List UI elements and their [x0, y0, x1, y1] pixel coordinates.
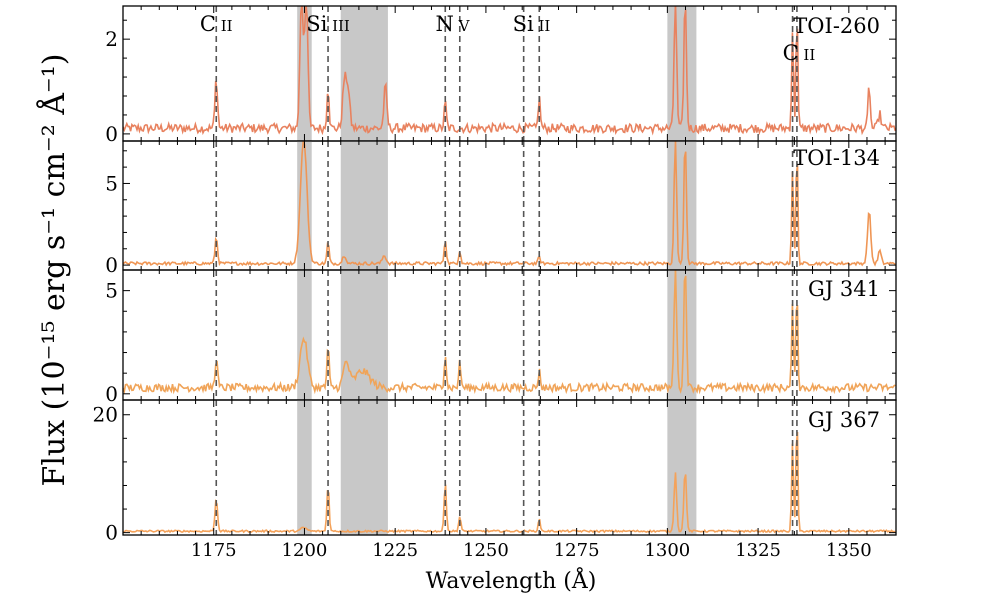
panel-name: TOI-134: [793, 146, 880, 170]
panel-0: 0 2 TOI-260: [105, 5, 897, 146]
panel-3: 0 20 GJ 367: [93, 399, 897, 545]
masked-region: [340, 270, 388, 400]
spectrum-line: [123, 431, 896, 534]
x-axis-label: Wavelength (Å): [426, 566, 597, 594]
y-axis-label: Flux (10⁻¹⁵ erg s⁻¹ cm⁻² Å⁻¹): [36, 54, 72, 487]
masked-region: [297, 400, 312, 535]
spectral-line-label: Si III: [306, 12, 350, 36]
spectral-line-label: C II: [200, 12, 233, 36]
panel-1: 0 5 TOI-134: [105, 140, 897, 277]
y-tick-label: 20: [93, 403, 118, 427]
panel-name: TOI-260: [793, 14, 880, 38]
spectral-line-label: C II: [783, 41, 816, 65]
spectrum-line: [123, 141, 896, 267]
masked-region: [340, 400, 388, 535]
y-tick-label: 0: [105, 382, 118, 406]
spectrum-line: [123, 6, 896, 136]
x-tick-label: 1325: [735, 540, 781, 561]
masked-region: [340, 6, 388, 141]
y-tick-label: 5: [105, 279, 118, 303]
x-tick-label: 1175: [191, 540, 237, 561]
x-tick-label: 1300: [644, 540, 690, 561]
x-tick-label: 1225: [372, 540, 418, 561]
y-tick-label: 0: [105, 253, 118, 277]
x-tick-label: 1350: [826, 540, 872, 561]
x-tick-label: 1200: [282, 540, 328, 561]
panel-frame: [122, 269, 897, 401]
masked-region: [340, 141, 388, 270]
panel-2: 0 5 GJ 341: [105, 269, 897, 406]
spectrum-line: [123, 270, 896, 395]
panel-name: GJ 341: [808, 277, 880, 301]
panel-frame: [122, 399, 897, 536]
y-tick-label: 5: [105, 171, 118, 195]
x-tick-label: 1275: [554, 540, 600, 561]
y-tick-label: 0: [105, 122, 118, 146]
masked-region: [667, 400, 697, 535]
y-tick-label: 0: [105, 521, 118, 545]
spectral-line-label: N V: [436, 12, 471, 36]
spectral-line-label: Si II: [513, 12, 551, 36]
y-tick-label: 2: [105, 27, 118, 51]
masked-region: [297, 270, 312, 400]
x-tick-label: 1250: [463, 540, 509, 561]
panel-frame: [122, 5, 897, 142]
panel-frame: [122, 140, 897, 271]
panel-name: GJ 367: [808, 408, 880, 432]
